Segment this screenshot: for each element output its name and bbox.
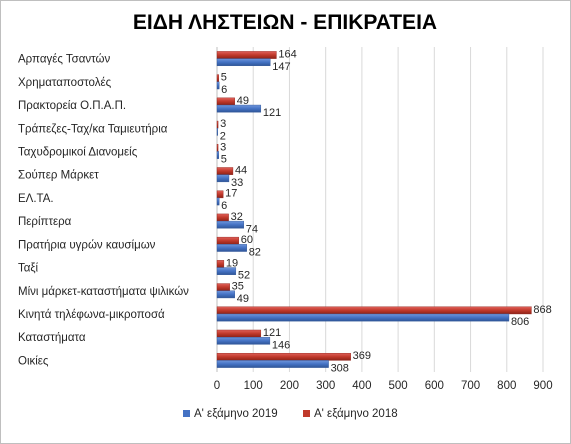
category-label: Τράπεζες-Ταχ/κα Ταμιευτήρια — [18, 123, 168, 135]
bar-2018 — [216, 97, 235, 106]
bar-2018 — [216, 352, 351, 361]
legend: Α' εξάμηνο 2019 Α' εξάμηνο 2018 — [183, 408, 398, 420]
bar-2019 — [216, 81, 220, 90]
data-labels: 1641475649121323544331763274608219523549… — [220, 48, 552, 374]
data-label: 146 — [272, 339, 290, 351]
bar-2019 — [216, 313, 510, 322]
data-label: 369 — [353, 350, 371, 362]
data-label: 147 — [272, 61, 290, 73]
data-label: 60 — [241, 234, 253, 246]
bar-2019 — [216, 360, 329, 368]
bar-2019 — [216, 104, 262, 113]
data-label: 6 — [221, 84, 227, 96]
data-label: 44 — [235, 164, 247, 176]
bar-2018 — [216, 74, 220, 83]
category-label: ΕΛ.ΤΑ. — [18, 193, 54, 205]
data-label: 32 — [231, 211, 243, 223]
legend-swatch — [303, 410, 310, 417]
bar-2019 — [216, 267, 237, 275]
data-label: 3 — [220, 118, 226, 130]
data-label: 19 — [226, 257, 238, 269]
data-label: 35 — [232, 281, 244, 293]
legend-label: Α' εξάμηνο 2018 — [314, 408, 398, 420]
bar-2019 — [216, 220, 245, 229]
data-label: 121 — [263, 107, 281, 119]
data-label: 49 — [237, 293, 249, 305]
bar-2019 — [216, 244, 247, 252]
bar-2018 — [216, 283, 230, 291]
bar-2019 — [216, 58, 271, 67]
category-label: Αρπαγές Τσαντών — [18, 54, 110, 66]
bar-2018 — [216, 120, 219, 129]
x-axis-ticks: 0 100 200 300 400 500 600 700 800 900 — [214, 380, 553, 392]
category-label: Καταστήματα — [18, 332, 86, 344]
bar-2018 — [216, 306, 532, 315]
bar-2019 — [216, 290, 235, 299]
data-label: 52 — [238, 270, 250, 282]
bar-2018 — [216, 260, 225, 268]
legend-swatch — [183, 410, 190, 417]
x-tick-label: 700 — [461, 380, 480, 392]
bar-2019 — [216, 197, 220, 206]
category-label: Οικίες — [18, 355, 49, 367]
category-label: Πρακτορεία Ο.Π.Α.Π. — [18, 100, 126, 112]
bar-2018 — [216, 213, 229, 222]
data-label: 308 — [331, 363, 349, 375]
bar-2018 — [216, 51, 277, 59]
category-label: Σούπερ Μάρκετ — [18, 170, 99, 182]
bar-2019 — [216, 128, 218, 136]
x-tick-label: 0 — [214, 380, 220, 392]
data-label: 49 — [237, 95, 249, 107]
category-label: Μίνι μάρκετ-καταστήματα ψιλικών — [18, 286, 189, 298]
x-tick-label: 600 — [425, 380, 444, 392]
data-label: 17 — [225, 188, 237, 200]
category-label: Ταχυδρομικοί Διανομείς — [18, 146, 138, 158]
data-label: 6 — [221, 200, 227, 212]
data-label: 5 — [221, 72, 227, 84]
bar-2019 — [216, 151, 220, 159]
category-label: Ταξί — [18, 263, 39, 275]
data-label: 74 — [246, 223, 258, 235]
data-label: 2 — [220, 130, 226, 142]
x-tick-label: 500 — [389, 380, 408, 392]
bar-2018 — [216, 167, 234, 175]
data-label: 164 — [278, 48, 296, 60]
bars — [216, 51, 532, 368]
x-tick-label: 400 — [352, 380, 371, 392]
bar-2018 — [216, 190, 224, 199]
bar-2018 — [216, 144, 219, 152]
category-label: Κινητά τηλέφωνα-μικροποσά — [18, 309, 165, 321]
category-labels: Αρπαγές Τσαντών Χρηματαποστολές Πρακτορεία… — [18, 54, 189, 368]
data-label: 3 — [220, 141, 226, 153]
x-tick-label: 300 — [316, 380, 335, 392]
legend-label: Α' εξάμηνο 2019 — [194, 408, 278, 420]
data-label: 33 — [231, 177, 243, 189]
bar-2019 — [216, 336, 271, 345]
data-label: 868 — [533, 304, 551, 316]
data-label: 121 — [263, 327, 281, 339]
x-tick-label: 900 — [533, 380, 552, 392]
bar-2018 — [216, 236, 239, 245]
data-label: 82 — [249, 247, 261, 259]
bar-2018 — [216, 329, 262, 338]
x-tick-label: 100 — [244, 380, 263, 392]
x-tick-label: 200 — [280, 380, 299, 392]
data-label: 806 — [511, 316, 529, 328]
bar-2019 — [216, 174, 230, 183]
x-tick-label: 800 — [497, 380, 516, 392]
gridlines — [216, 47, 544, 372]
category-label: Περίπτερα — [18, 216, 72, 228]
data-label: 5 — [221, 154, 227, 166]
category-label: Χρηματαποστολές — [18, 77, 112, 89]
chart-title: ΕΙΔΗ ΛΗΣΤΕΙΩΝ - ΕΠΙΚΡΑΤΕΙΑ — [133, 11, 437, 34]
category-label: Πρατήρια υγρών καυσίμων — [18, 239, 156, 251]
